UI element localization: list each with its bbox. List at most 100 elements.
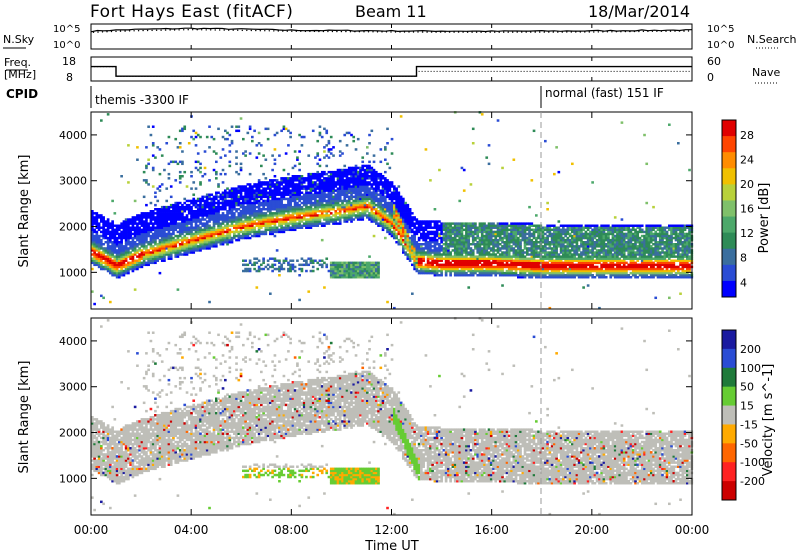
power-cell [431,231,434,233]
power-cell [368,255,371,257]
power-cell [265,187,268,189]
power-cell [210,136,213,138]
power-cell [204,167,207,169]
power-cell [449,272,452,274]
power-cell [240,210,243,212]
power-cell [168,173,171,175]
power-cell [265,177,268,179]
power-cell [251,222,254,224]
power-cell [407,253,410,255]
power-cell [368,274,371,276]
power-cell [134,227,137,229]
power-cell [301,198,304,200]
power-cell [242,260,245,262]
power-cell [427,262,430,264]
power-cell [181,245,184,247]
power-cell [256,262,259,264]
power-cell [145,239,148,241]
power-cell [452,237,455,239]
power-cell [280,181,283,183]
power-cell [247,216,250,218]
power-cell [352,266,355,268]
power-cell [170,185,173,187]
power-cell [380,202,383,204]
power-cell [143,171,146,173]
power-cell [102,216,105,218]
power-cell [305,262,308,264]
power-cell [163,218,166,220]
power-cell [213,218,216,220]
power-cell [109,241,112,243]
power-cell [384,237,387,239]
power-cell [222,196,225,198]
power-cell [145,179,148,181]
power-cell [217,222,220,224]
power-cell [271,196,274,198]
power-cell [129,251,132,253]
power-cell [125,229,128,231]
power-cell [343,134,346,136]
power-cell [260,181,263,183]
power-cell [258,229,261,231]
power-cell [235,216,238,218]
power-cell [287,144,290,146]
power-cell [452,239,455,241]
power-cell [109,268,112,270]
power-cell [150,202,153,204]
power-cell [280,268,283,270]
power-cell [177,146,180,148]
power-cell [134,266,137,268]
power-cell [440,266,443,268]
power-cell [208,247,211,249]
power-cell [217,202,220,204]
power-cell [105,231,108,233]
power-cell [240,187,243,189]
power-cell [490,222,493,224]
power-cell [177,235,180,237]
power-cell [391,185,394,187]
power-cell [177,202,180,204]
power-cell [251,192,254,194]
power-cell [179,142,182,144]
power-cell [382,175,385,177]
power-cell [105,225,108,227]
power-cell [217,225,220,227]
power-cell [292,260,295,262]
power-cell [120,225,123,227]
power-cell [461,225,464,227]
power-cell [465,258,468,260]
power-cell [346,144,349,146]
power-cell [206,204,209,206]
power-cell [490,255,493,257]
power-cell [339,187,342,189]
power-cell [377,225,380,227]
power-cell [323,204,326,206]
power-cell [481,239,484,241]
power-cell [192,194,195,196]
power-cell [352,171,355,173]
power-cell [120,239,123,241]
power-cell [364,177,367,179]
power-cell [391,204,394,206]
power-cell [114,231,117,233]
power-cell [183,235,186,237]
power-cell [289,181,292,183]
power-cell [485,274,488,276]
power-cell [129,247,132,249]
power-cell [125,239,128,241]
power-cell [481,255,484,257]
power-cell [174,179,177,181]
power-cell [242,222,245,224]
power-cell [197,231,200,233]
power-cell [100,239,103,241]
power-cell [256,196,259,198]
power-cell [301,268,304,270]
power-cell [152,185,155,187]
noise-search-point [526,31,527,32]
power-cell [96,222,99,224]
power-cell [231,231,234,233]
power-cell [192,212,195,214]
power-cell [195,222,198,224]
power-cell [303,181,306,183]
power-cell [312,262,315,264]
